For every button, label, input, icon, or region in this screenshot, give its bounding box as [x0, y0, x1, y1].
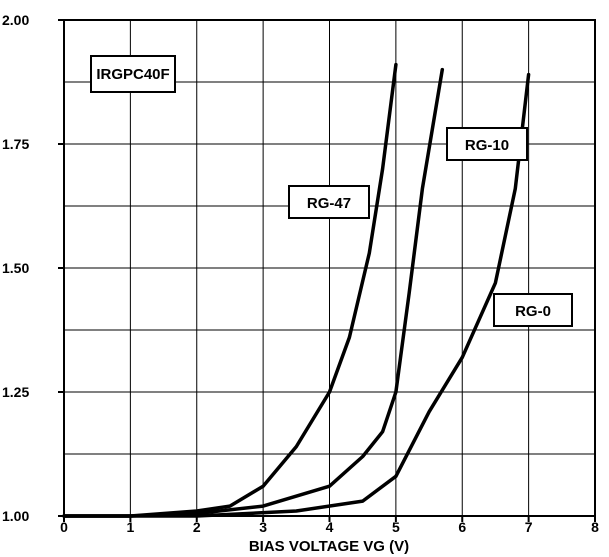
x-tick-label: 3	[259, 519, 267, 535]
annotation-box	[493, 293, 573, 327]
series-line-rg-0	[62, 72, 531, 518]
y-tick-label: 1.75	[2, 136, 29, 152]
y-tick-label: 1.50	[2, 260, 29, 276]
annotation-device-label: IRGPC40F	[90, 55, 176, 93]
y-axis-ticks: 1.00 1.25 1.50 1.75 2.00	[2, 12, 64, 524]
annotation-text: RG-0	[515, 303, 551, 320]
x-tick-label: 1	[126, 519, 134, 535]
annotation-box	[446, 127, 528, 161]
annotation-rg47-label: RG-47	[288, 185, 370, 219]
annotation-text: RG-47	[307, 195, 351, 212]
annotation-box	[90, 55, 176, 93]
annotation-rg0-label: RG-0	[493, 293, 573, 327]
data-series	[62, 62, 531, 518]
x-axis-ticks: 0 1 2 3 4 5 6 7 8	[60, 516, 599, 535]
annotation-text: RG-10	[465, 137, 509, 154]
x-tick-label: 5	[392, 519, 400, 535]
x-axis-title: BIAS VOLTAGE VG (V)	[249, 538, 409, 555]
annotation-text: IRGPC40F	[96, 66, 169, 83]
y-tick-label: 2.00	[2, 12, 29, 28]
x-tick-label: 6	[458, 519, 466, 535]
x-tick-label: 0	[60, 519, 68, 535]
x-tick-label: 2	[193, 519, 201, 535]
x-tick-label: 8	[591, 519, 599, 535]
y-tick-label: 1.25	[2, 384, 29, 400]
annotation-rg10-label: RG-10	[446, 127, 528, 161]
annotation-box	[288, 185, 370, 219]
y-tick-label: 1.00	[2, 508, 29, 524]
x-tick-label: 7	[525, 519, 533, 535]
x-tick-label: 4	[326, 519, 334, 535]
